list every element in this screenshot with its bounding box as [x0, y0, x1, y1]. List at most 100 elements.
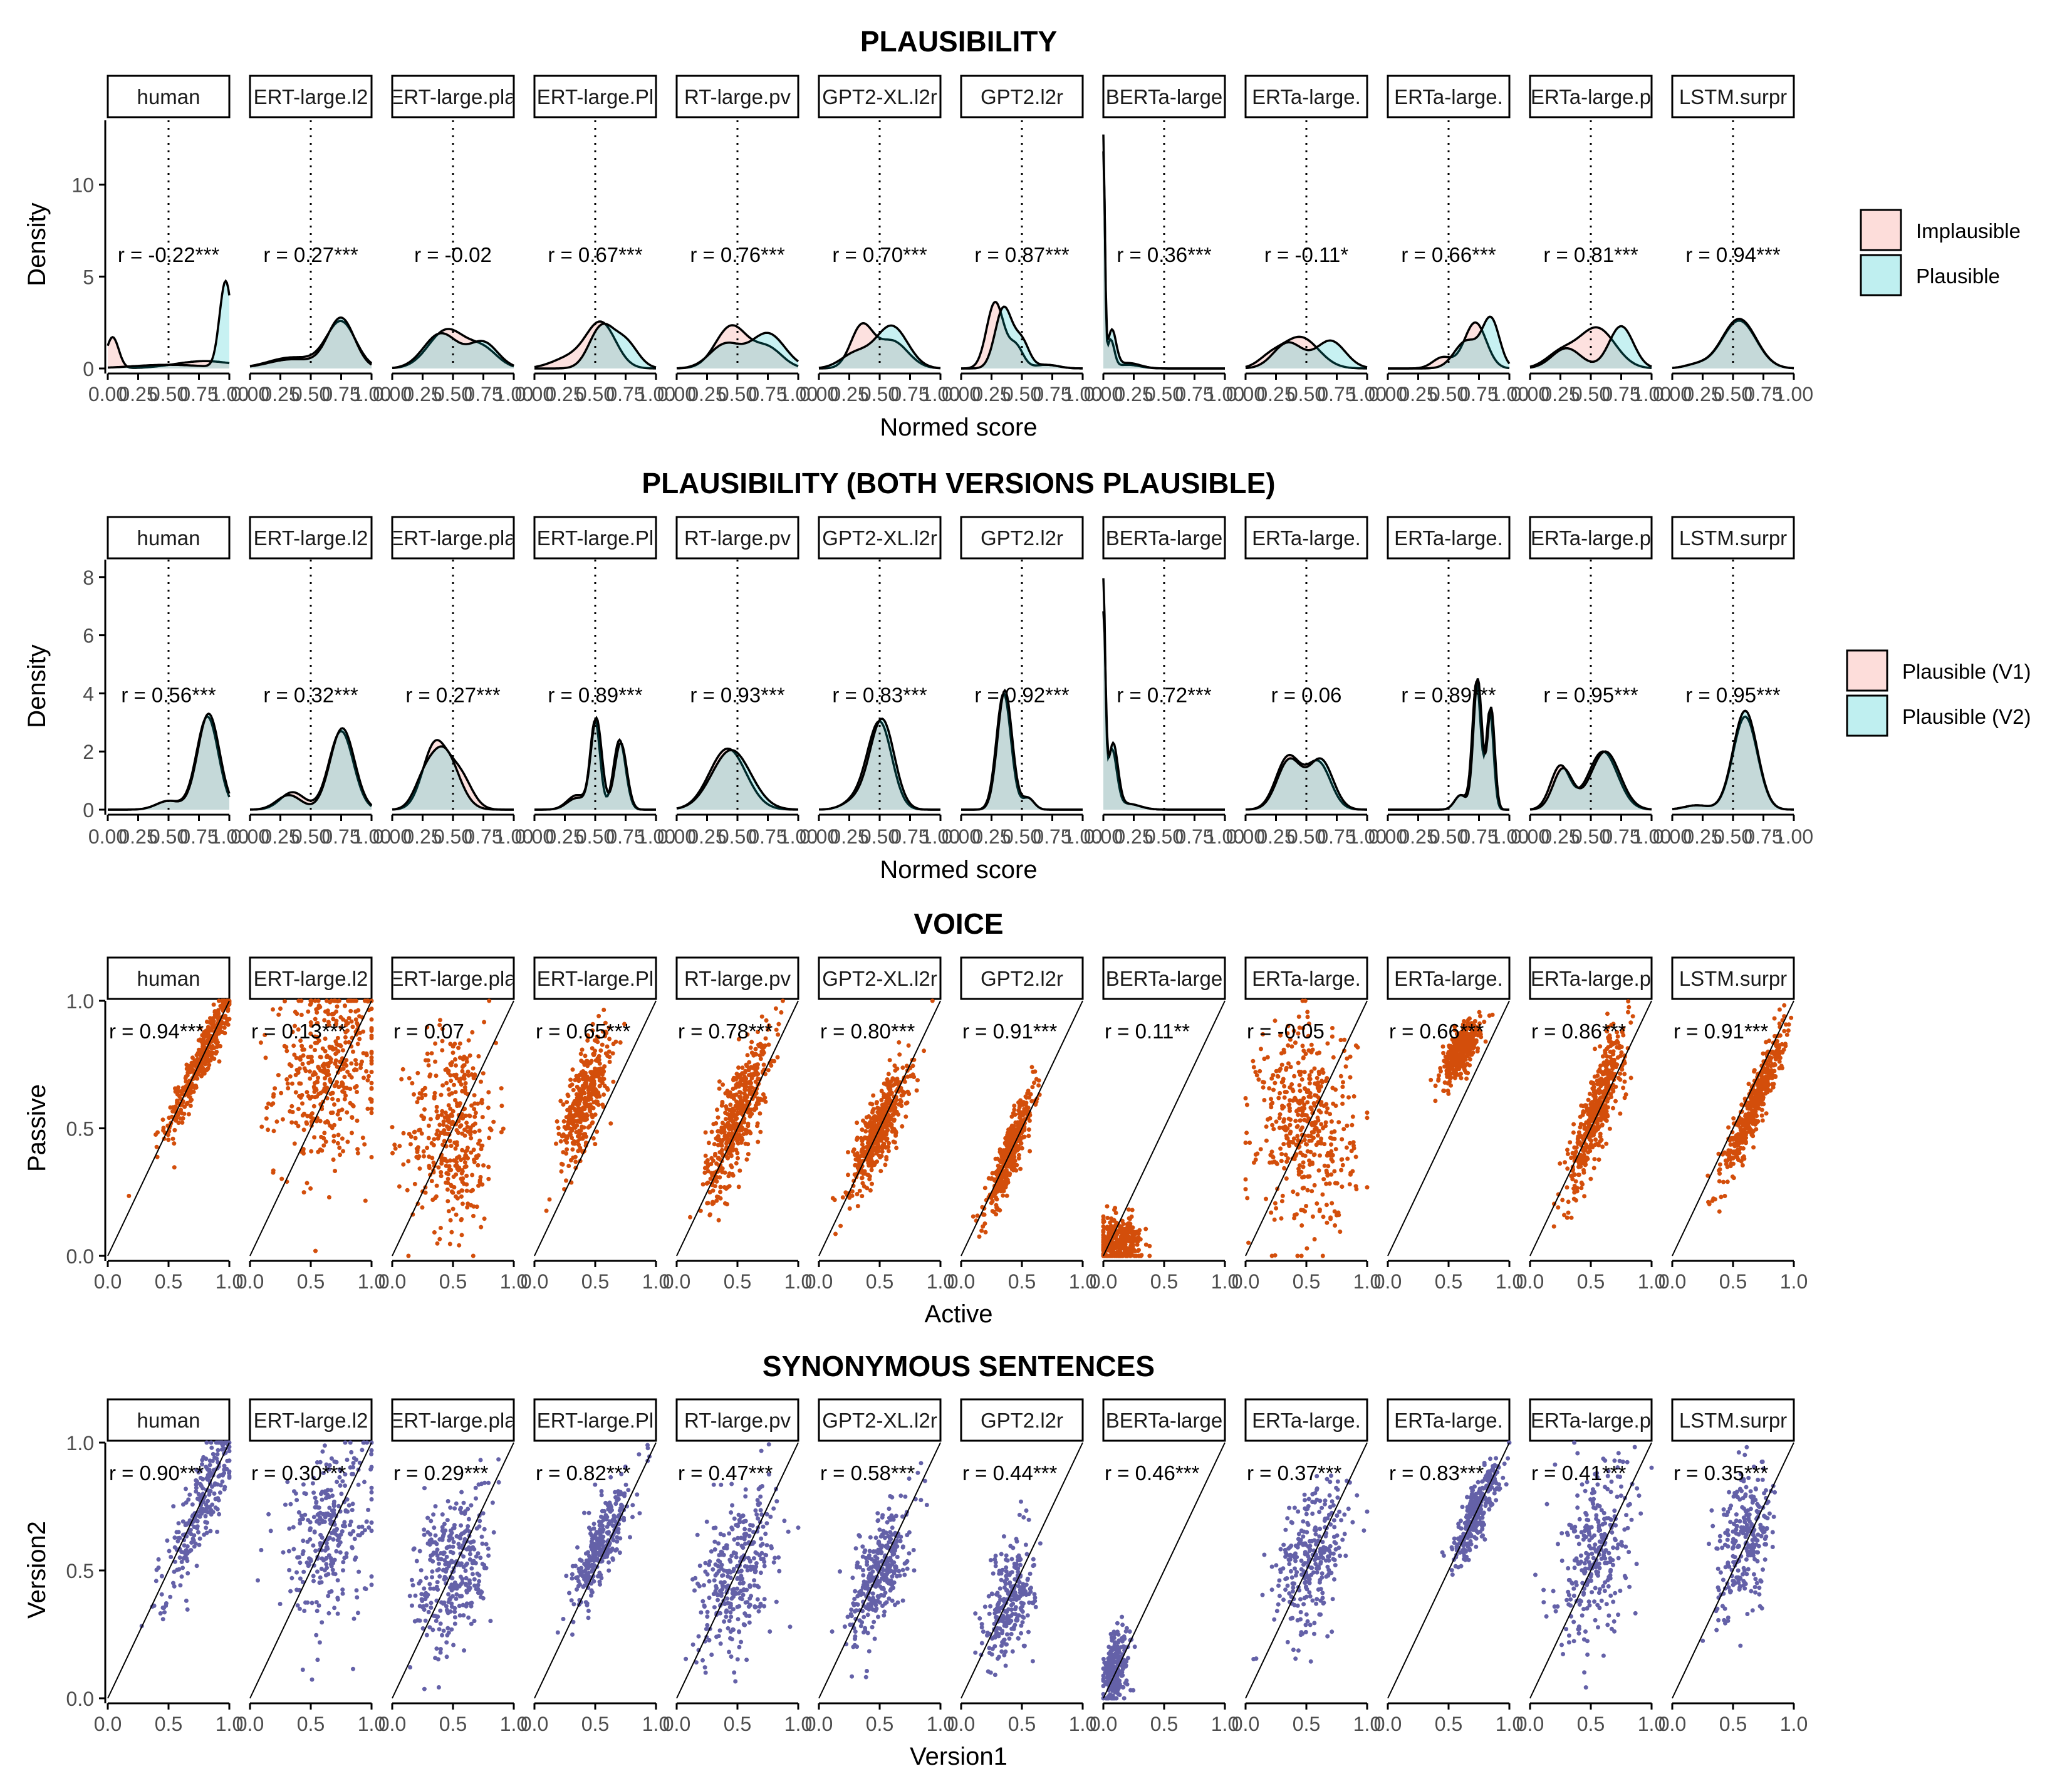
panel-2-x-axis-label: Normed score: [880, 856, 1037, 884]
x-tick-label: 0.0: [663, 1270, 690, 1293]
x-tick-label: 1.00: [637, 825, 675, 848]
scatter-points: [555, 1443, 652, 1637]
correlation-label: r = 0.67***: [548, 243, 643, 266]
identity-line: [676, 1442, 799, 1699]
x-tick-label: 0.50: [149, 825, 188, 848]
facet-strip: [533, 956, 657, 1000]
x-tick-label: 0.25: [545, 825, 584, 848]
x-tick-label: 1.00: [210, 825, 249, 848]
panel-3-facet-9: ERTa-large. 0.0 0.5 1.0 r = -0.05: [1232, 956, 1381, 1293]
facet-strip: [960, 1398, 1084, 1442]
facet-strip-label: ERTa-large.p: [1531, 85, 1651, 108]
facet-strip-label: ERTa-large.: [1394, 967, 1503, 990]
x-tick-label: 0.50: [1145, 383, 1184, 405]
facet-strip-label: GPT2-XL.l2r: [822, 967, 937, 990]
x-tick-label: 0.25: [1114, 383, 1153, 405]
x-tick-label: 1.0: [1353, 1713, 1381, 1735]
panel-2-facet-9: ERTa-large. 0.000.250.500.751.00 r = 0.06: [1226, 516, 1387, 848]
x-tick-label: 1.0: [1353, 1270, 1381, 1293]
facet-strip: [107, 956, 231, 1000]
panel-2-facet-10: ERTa-large. 0.000.250.500.751.00 r = 0.89*…: [1368, 516, 1529, 848]
identity-line: [818, 1000, 941, 1256]
density-area-plausible-v1-: [534, 719, 656, 810]
panel-2-facet-1: human 0.000.250.500.751.00 r = 0.56***: [88, 516, 249, 848]
x-tick-label: 0.25: [1541, 825, 1580, 848]
correlation-label: r = 0.91***: [1674, 1020, 1769, 1043]
panel-1-facet-3: ERT-large.pla 0.000.250.500.751.00 r = -0.…: [373, 75, 533, 405]
x-tick-label: 0.00: [942, 825, 981, 848]
identity-line: [1103, 1000, 1226, 1256]
identity-line: [1387, 1000, 1510, 1256]
facet-strip-label: LSTM.surpr: [1679, 967, 1787, 990]
facet-strip: [960, 956, 1084, 1000]
density-area-plausible-v2-: [1388, 678, 1509, 810]
legend-label: Implausible: [1916, 219, 2021, 243]
correlation-label: r = 0.07: [393, 1020, 464, 1043]
x-tick-label: 0.25: [830, 383, 868, 405]
x-tick-label: 0.25: [1114, 825, 1153, 848]
y-tick-label: 0.5: [66, 1118, 94, 1141]
x-tick-label: 0.75: [890, 825, 929, 848]
identity-line: [961, 1000, 1083, 1256]
facet-strip-label: human: [137, 526, 200, 550]
y-tick-label: 0.0: [66, 1688, 94, 1710]
panel-3-facet-4: ERT-large.Pl 0.0 0.5 1.0 r = 0.65***: [521, 956, 670, 1293]
panel-1-y-axis-label: Density: [23, 202, 51, 286]
facet-strip-label: ERTa-large.: [1394, 1409, 1503, 1432]
x-tick-label: 0.0: [805, 1270, 833, 1293]
density-area-plausible-v1-: [108, 716, 229, 810]
x-tick-label: 0.5: [724, 1270, 751, 1293]
panel-1-facet-4: ERT-large.Pl 0.000.250.500.751.00 r = 0.67…: [515, 75, 675, 405]
x-tick-label: 1.0: [1496, 1270, 1523, 1293]
x-tick-label: 1.00: [921, 383, 960, 405]
correlation-label: r = 0.72***: [1117, 683, 1212, 706]
correlation-label: r = 0.91***: [962, 1020, 1058, 1043]
facet-strip-label: ERT-large.l2: [254, 1409, 368, 1432]
density-line-plausible: [818, 324, 941, 370]
density-area-plausible: [677, 333, 798, 368]
correlation-label: r = 0.94***: [109, 1020, 204, 1043]
facet-strip-label: BERTa-large: [1106, 85, 1222, 108]
x-tick-label: 0.00: [657, 825, 696, 848]
density-area-plausible-v2-: [1246, 758, 1367, 810]
x-tick-label: 1.00: [1632, 383, 1671, 405]
correlation-label: r = 0.27***: [405, 683, 501, 706]
density-area-implausible: [961, 301, 1083, 368]
scatter-points: [688, 998, 785, 1223]
x-tick-label: 0.0: [236, 1270, 264, 1293]
correlation-label: r = 0.83***: [1389, 1461, 1484, 1485]
x-tick-label: 0.50: [1714, 383, 1752, 405]
legend-key-plausible-v1-: [1846, 649, 1888, 692]
x-tick-label: 0.00: [515, 383, 554, 405]
x-tick-label: 1.0: [642, 1713, 670, 1735]
x-tick-label: 1.0: [500, 1270, 528, 1293]
facet-strip-label: RT-large.pv: [684, 526, 791, 550]
facet-strip-label: ERTa-large.: [1394, 85, 1503, 108]
scatter-points: [1705, 1003, 1794, 1214]
legend-label: Plausible: [1916, 264, 2000, 288]
x-tick-label: 0.75: [464, 383, 502, 405]
x-tick-label: 0.0: [805, 1713, 833, 1735]
panel-1-facet-7: GPT2.l2r 0.000.250.500.751.00 r = 0.87***: [942, 75, 1102, 405]
density-area-implausible: [392, 329, 514, 368]
x-tick-label: 0.50: [1571, 383, 1610, 405]
facet-strip-label: LSTM.surpr: [1679, 526, 1787, 550]
density-line-plausible: [1672, 318, 1794, 370]
facet-strip-label: RT-large.pv: [684, 967, 791, 990]
x-tick-label: 0.00: [231, 383, 269, 405]
x-tick-label: 1.0: [1211, 1270, 1239, 1293]
y-tick-label: 6: [83, 625, 94, 647]
density-line-plausible-v1-: [1529, 750, 1652, 811]
x-tick-label: 1.00: [1063, 825, 1102, 848]
density-line-plausible-v2-: [534, 716, 656, 811]
correlation-label: r = 0.81***: [1543, 243, 1638, 266]
density-area-implausible: [1530, 327, 1652, 368]
density-area-plausible: [250, 317, 372, 368]
panel-1-facet-9: ERTa-large. 0.000.250.500.751.00 r = -0.11…: [1226, 75, 1387, 405]
y-tick-label: 0: [83, 358, 94, 380]
density-line-plausible: [1102, 151, 1225, 370]
facet-strip: [675, 516, 799, 560]
x-tick-label: 0.5: [1293, 1270, 1320, 1293]
x-tick-label: 0.50: [860, 825, 899, 848]
